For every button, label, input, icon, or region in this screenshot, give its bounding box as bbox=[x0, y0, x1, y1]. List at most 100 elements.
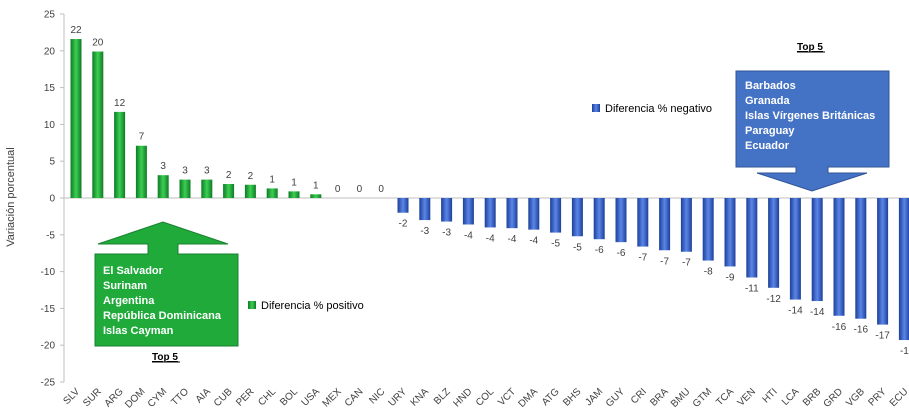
legend-positive: Diferencia % positivo bbox=[248, 300, 364, 312]
data-label: 3 bbox=[182, 166, 188, 177]
x-category-label: ARG bbox=[103, 386, 126, 409]
data-label: -7 bbox=[682, 258, 691, 269]
data-label: -8 bbox=[704, 267, 713, 278]
x-category-label: VGB bbox=[844, 386, 867, 409]
bar bbox=[419, 198, 431, 221]
callout-positive-item: República Dominicana bbox=[103, 310, 222, 322]
x-category-label: USA bbox=[300, 386, 323, 409]
data-label: -16 bbox=[832, 322, 847, 333]
data-label: 3 bbox=[160, 161, 166, 172]
bar bbox=[789, 198, 801, 300]
x-category-label: CYM bbox=[146, 386, 170, 410]
bar bbox=[201, 179, 213, 198]
legend-positive-label: Diferencia % positivo bbox=[261, 300, 364, 312]
legend-negative: Diferencia % negativo bbox=[592, 103, 712, 115]
data-label: 0 bbox=[357, 184, 363, 195]
bar bbox=[266, 188, 278, 198]
bar bbox=[659, 198, 671, 251]
bar bbox=[833, 198, 845, 316]
x-category-label: ECU bbox=[888, 386, 909, 409]
data-label: 22 bbox=[70, 25, 82, 36]
x-category-label: BRA bbox=[648, 386, 671, 409]
x-category-label: HTI bbox=[761, 386, 780, 405]
y-tick-label: -25 bbox=[41, 378, 56, 389]
bar bbox=[811, 198, 823, 302]
data-label: 3 bbox=[204, 166, 210, 177]
data-label: -3 bbox=[420, 226, 429, 237]
data-label: -4 bbox=[508, 234, 517, 245]
bar bbox=[528, 198, 540, 230]
x-category-label: MEX bbox=[321, 386, 344, 409]
x-category-label: LCA bbox=[780, 386, 802, 408]
x-category-label: GUY bbox=[604, 386, 627, 409]
legend-positive-swatch bbox=[248, 301, 256, 309]
callout-negative-title: Top 5 bbox=[797, 42, 823, 53]
data-label: 0 bbox=[378, 184, 384, 195]
y-tick-label: -5 bbox=[46, 230, 55, 241]
callout-negative: Barbados Granada Islas Vírgenes Británic… bbox=[735, 42, 890, 192]
y-tick-label: 0 bbox=[49, 194, 55, 205]
x-category-label: CAN bbox=[343, 386, 366, 409]
x-category-label: BMU bbox=[669, 386, 693, 410]
x-category-label: KNA bbox=[409, 386, 432, 409]
x-category-label: CUB bbox=[212, 386, 235, 409]
data-label: 12 bbox=[114, 98, 126, 109]
legend-negative-label: Diferencia % negativo bbox=[605, 103, 712, 115]
x-category-label: COL bbox=[474, 386, 497, 409]
bar bbox=[484, 198, 496, 228]
data-label: -14 bbox=[788, 306, 803, 317]
data-label: -5 bbox=[551, 239, 560, 250]
y-tick-label: 10 bbox=[44, 120, 56, 131]
callout-negative-shape bbox=[735, 70, 890, 192]
x-category-label: HND bbox=[451, 386, 474, 409]
x-category-label: TTO bbox=[169, 386, 191, 408]
data-label: -9 bbox=[726, 272, 735, 283]
bar bbox=[637, 198, 649, 247]
bar bbox=[702, 198, 714, 261]
data-label: 1 bbox=[313, 180, 319, 191]
bar bbox=[615, 198, 627, 243]
x-category-label: BOL bbox=[278, 386, 300, 408]
bars bbox=[70, 39, 909, 341]
x-category-label: NIC bbox=[367, 386, 387, 406]
x-category-label: VCT bbox=[496, 386, 518, 408]
callout-positive-item: El Salvador bbox=[103, 265, 164, 277]
callout-positive-item: Islas Cayman bbox=[103, 325, 174, 337]
y-tick-label: 20 bbox=[44, 46, 56, 57]
y-tick-label: 5 bbox=[49, 157, 55, 168]
data-label: -6 bbox=[595, 245, 604, 256]
x-category-label: CHL bbox=[256, 386, 278, 408]
x-category-label: BRB bbox=[801, 386, 824, 409]
x-category-label: PRY bbox=[867, 386, 889, 408]
y-axis-title: Variación porcentual bbox=[5, 147, 17, 246]
callout-negative-item: Barbados bbox=[745, 80, 796, 92]
data-label: -6 bbox=[617, 248, 626, 259]
callout-negative-item: Islas Vírgenes Británicas bbox=[745, 110, 875, 122]
callout-negative-item: Ecuador bbox=[745, 140, 790, 152]
bar bbox=[70, 39, 82, 198]
x-category-label: GTM bbox=[691, 386, 714, 409]
bar bbox=[157, 175, 169, 198]
bar bbox=[397, 198, 409, 213]
x-category-label: SLV bbox=[61, 386, 82, 407]
bar bbox=[441, 198, 453, 222]
x-category-label: BHS bbox=[561, 386, 584, 409]
data-label: -16 bbox=[854, 325, 869, 336]
bar bbox=[114, 111, 126, 198]
data-label: -14 bbox=[810, 307, 825, 318]
bar bbox=[593, 198, 605, 240]
data-label: 7 bbox=[139, 132, 145, 143]
callout-positive-item: Argentina bbox=[103, 295, 155, 307]
data-label: -7 bbox=[638, 253, 647, 264]
callout-positive-item: Surinam bbox=[103, 280, 147, 292]
y-tick-label: -20 bbox=[41, 341, 56, 352]
x-category-label: ATG bbox=[540, 386, 562, 408]
y-axis: 25 20 15 10 5 0 -5 -10 -15 -20 -25 bbox=[41, 10, 64, 389]
bar bbox=[92, 51, 104, 199]
x-category-label: SUR bbox=[81, 386, 104, 409]
callout-negative-item: Paraguay bbox=[745, 125, 795, 137]
callout-positive-title: Top 5 bbox=[152, 352, 178, 363]
